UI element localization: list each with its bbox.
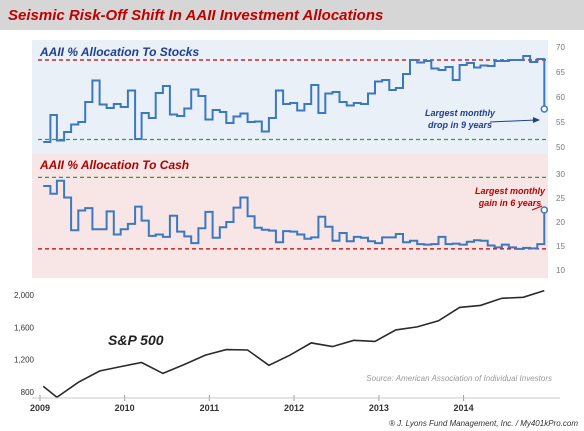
x-tick-2010: 2010 [115,403,135,413]
spx-y-axis: 2,000 1,600 1,200 800 [14,291,35,397]
cash-y-tick-10: 10 [556,266,565,275]
cash-y-axis: 10 15 20 25 30 [556,170,565,275]
stocks-y-tick-55: 55 [556,118,565,127]
cash-y-tick-30: 30 [556,170,565,179]
cash-annotation-line-2: gain in 6 years [478,198,542,208]
cash-annotation-arrow [531,205,543,211]
stocks-annotation-line-1: Largest monthly [425,108,496,118]
stocks-annotation-arrowhead [533,117,540,123]
stocks-y-axis: 50 55 60 65 70 [556,43,565,152]
cash-last-point [540,206,549,214]
spx-y-tick-800: 800 [21,388,35,397]
chart-title: Seismic Risk-Off Shift In AAII Investmen… [8,7,383,24]
stocks-y-tick-50: 50 [556,143,565,152]
cash-panel-title: AAII % Allocation To Cash [39,158,189,172]
cash-y-tick-25: 25 [556,194,565,203]
stocks-annotation-arrow [489,119,537,123]
x-tick-2012: 2012 [284,403,304,413]
cash-series-line [43,179,546,250]
cash-annotation-line-1: Largest monthly [475,186,546,196]
source-note: Source: American Association of Individu… [366,374,552,383]
cash-y-tick-15: 15 [556,242,565,251]
x-tick-2013: 2013 [369,403,389,413]
x-tick-2009: 2009 [30,403,50,413]
cash-y-tick-20: 20 [556,218,565,227]
stocks-y-tick-65: 65 [556,68,565,77]
credit-note: ® J. Lyons Fund Management, Inc. / My401… [389,419,578,428]
stocks-y-tick-60: 60 [556,93,565,102]
stocks-annotation-line-2: drop in 9 years [428,120,492,130]
spx-y-tick-1200: 1,200 [14,356,35,365]
stocks-panel [32,40,548,154]
spx-y-tick-2000: 2,000 [14,291,35,300]
cash-panel [32,154,548,278]
stocks-last-point [540,105,549,113]
stocks-series-line [43,55,546,143]
stocks-panel-title: AAII % Allocation To Stocks [39,45,199,59]
x-tick-2014: 2014 [454,403,474,413]
spx-series-line [42,289,545,399]
x-tick-2011: 2011 [200,403,220,413]
spx-y-tick-1600: 1,600 [14,323,35,332]
title-bar [0,0,584,30]
spx-label: S&P 500 [108,332,164,348]
stocks-y-tick-70: 70 [556,43,565,52]
